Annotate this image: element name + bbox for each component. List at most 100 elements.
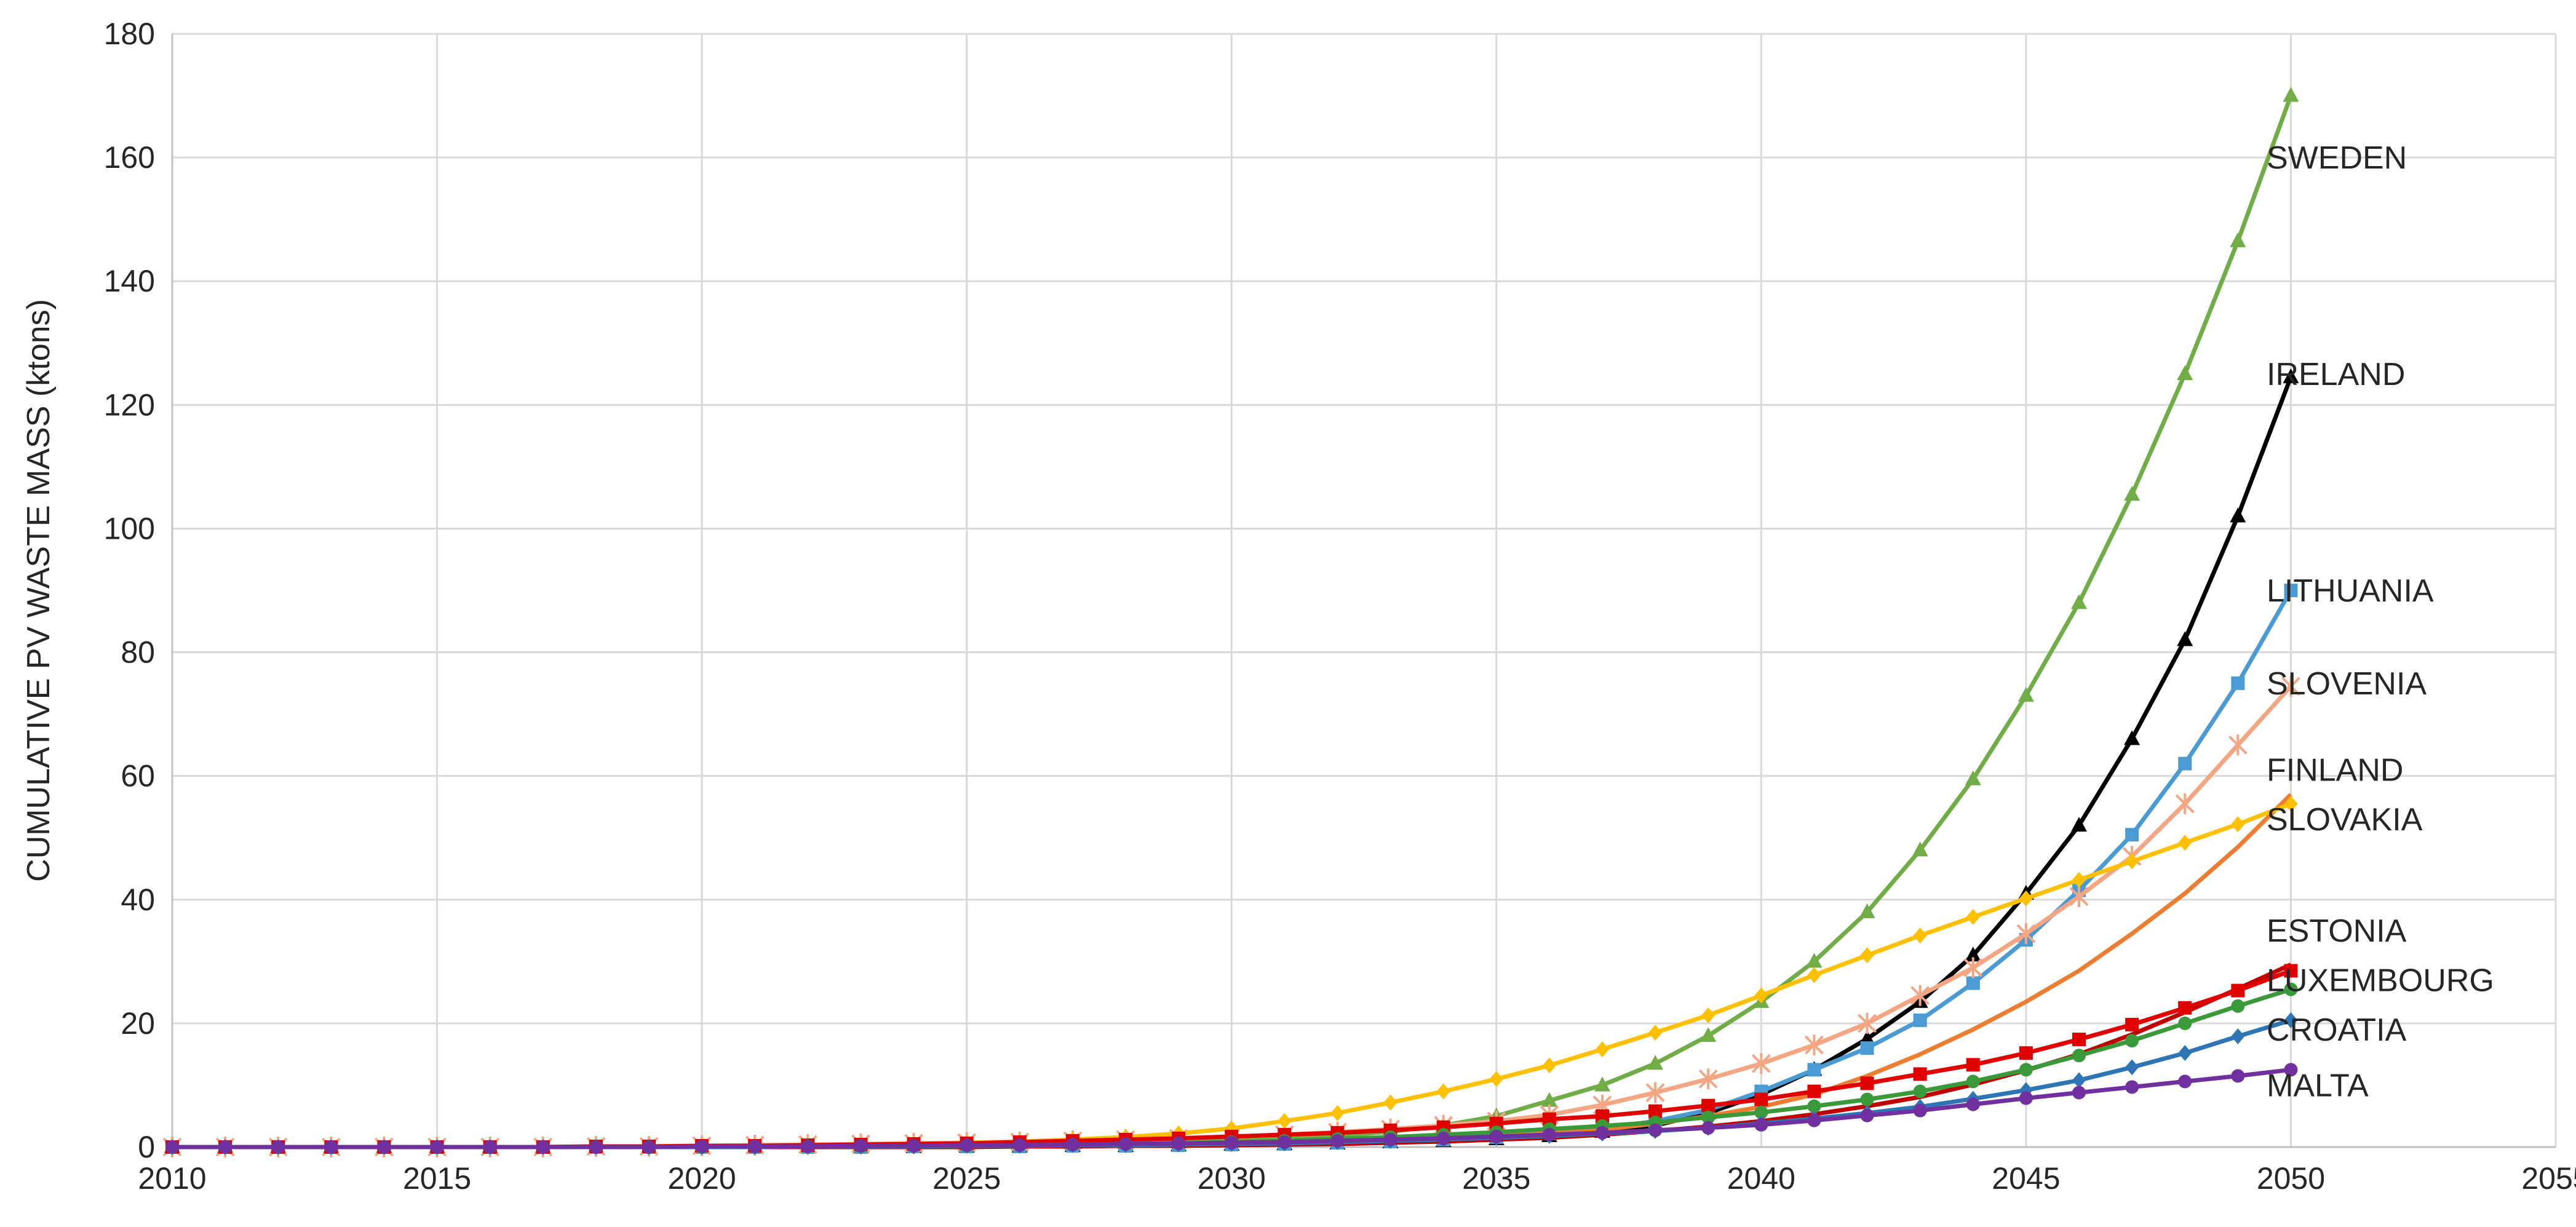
x-tick-label: 2035 xyxy=(1462,1161,1530,1196)
data-point xyxy=(1913,1103,1927,1118)
x-tick-label: 2030 xyxy=(1198,1161,1266,1196)
data-point xyxy=(2231,676,2245,690)
data-point xyxy=(2071,817,2087,832)
y-tick-label: 60 xyxy=(121,759,155,793)
data-point xyxy=(907,1138,921,1153)
data-point xyxy=(748,1139,762,1153)
data-point xyxy=(1807,1084,1821,1098)
data-point xyxy=(2016,923,2036,945)
data-point xyxy=(2178,835,2192,851)
data-point xyxy=(1913,1013,1927,1027)
data-point xyxy=(2125,1034,2139,1048)
data-point xyxy=(2231,999,2245,1013)
data-point xyxy=(1596,1109,1609,1123)
data-point xyxy=(1436,1131,1450,1145)
data-point xyxy=(854,1138,868,1153)
data-point xyxy=(1383,1094,1397,1111)
data-point xyxy=(2230,232,2246,247)
data-point xyxy=(1751,1053,1771,1074)
data-point xyxy=(1859,1030,1875,1046)
data-point xyxy=(2019,1063,2033,1077)
data-point xyxy=(1596,1041,1609,1058)
y-tick-label: 20 xyxy=(121,1006,155,1041)
data-point xyxy=(377,1140,391,1154)
data-point xyxy=(2019,1046,2033,1060)
data-point xyxy=(1913,927,1927,944)
data-point xyxy=(1966,976,1980,990)
x-tick-label: 2055 xyxy=(2521,1161,2576,1196)
data-point xyxy=(1912,841,1928,857)
data-point xyxy=(1648,1123,1663,1137)
y-tick-label: 140 xyxy=(104,264,155,298)
data-point xyxy=(1541,1092,1557,1107)
data-point xyxy=(1966,1058,1980,1072)
y-tick-label: 80 xyxy=(121,635,155,670)
data-point xyxy=(1858,1012,1877,1034)
series-label-luxembourg: LUXEMBOURG xyxy=(2267,963,2494,999)
x-tick-label: 2015 xyxy=(403,1161,471,1196)
data-point xyxy=(1012,1138,1027,1152)
data-point xyxy=(2125,1017,2139,1031)
data-point xyxy=(2072,1049,2086,1063)
data-point xyxy=(2284,1063,2298,1077)
data-point xyxy=(1963,957,1983,979)
data-point xyxy=(1701,1110,1715,1124)
data-point xyxy=(2284,584,2298,597)
data-point xyxy=(2284,982,2298,996)
data-point xyxy=(695,1139,709,1153)
data-point xyxy=(2125,853,2139,870)
y-axis-title: CUMULATIVE PV WASTE MASS (ktons) xyxy=(21,299,57,882)
data-point xyxy=(1806,953,1823,968)
data-point xyxy=(2072,1033,2086,1047)
data-point xyxy=(1860,1076,1874,1090)
data-point xyxy=(2231,1069,2245,1083)
series-label-ireland: IRELAND xyxy=(2267,357,2405,392)
data-point xyxy=(1489,1129,1503,1143)
data-point xyxy=(1966,1074,1980,1089)
data-point xyxy=(1648,1024,1663,1041)
data-point xyxy=(1965,770,1981,785)
data-point xyxy=(2071,594,2087,610)
data-point xyxy=(483,1140,497,1154)
data-point xyxy=(1698,1068,1718,1090)
data-point xyxy=(1913,1084,1927,1098)
data-point xyxy=(2072,872,2086,888)
data-point xyxy=(2231,983,2245,998)
data-point xyxy=(2124,486,2141,501)
data-point xyxy=(1119,1137,1132,1151)
data-point xyxy=(165,1140,179,1154)
data-point xyxy=(589,1140,603,1154)
y-tick-label: 40 xyxy=(121,883,155,917)
data-point xyxy=(2125,828,2139,842)
data-point xyxy=(1859,903,1875,918)
data-point xyxy=(2125,1059,2139,1076)
data-point xyxy=(2125,1080,2139,1094)
data-point xyxy=(960,1138,974,1152)
data-point xyxy=(1701,1098,1715,1113)
data-point xyxy=(1701,1121,1715,1135)
data-point xyxy=(1700,1027,1717,1042)
x-axis-tick-labels: 2010 2015 2020 2025 2030 2035 2040 2045 2050 2055 xyxy=(138,1161,2576,1196)
series-label-croatia: CROATIA xyxy=(2267,1012,2407,1048)
series-label-lithuania: LITHUANIA xyxy=(2267,573,2434,609)
data-point xyxy=(2283,368,2299,384)
data-point xyxy=(2228,734,2248,756)
data-point xyxy=(1489,1071,1503,1087)
data-point xyxy=(2284,1012,2298,1028)
x-tick-label: 2040 xyxy=(1727,1161,1795,1196)
data-point xyxy=(2231,816,2245,833)
data-point xyxy=(642,1140,656,1154)
data-point xyxy=(2178,1016,2192,1030)
data-point xyxy=(1965,947,1981,962)
x-tick-label: 2010 xyxy=(138,1161,206,1196)
series-group xyxy=(162,87,2300,1158)
data-point xyxy=(2072,1086,2086,1100)
y-tick-label: 100 xyxy=(104,511,155,546)
x-tick-label: 2025 xyxy=(932,1161,1001,1196)
data-point xyxy=(1860,947,1874,964)
series-label-finland: FINLAND xyxy=(2267,753,2403,788)
data-point xyxy=(1860,1041,1874,1055)
data-point xyxy=(2017,686,2034,702)
data-point xyxy=(1278,1135,1292,1149)
